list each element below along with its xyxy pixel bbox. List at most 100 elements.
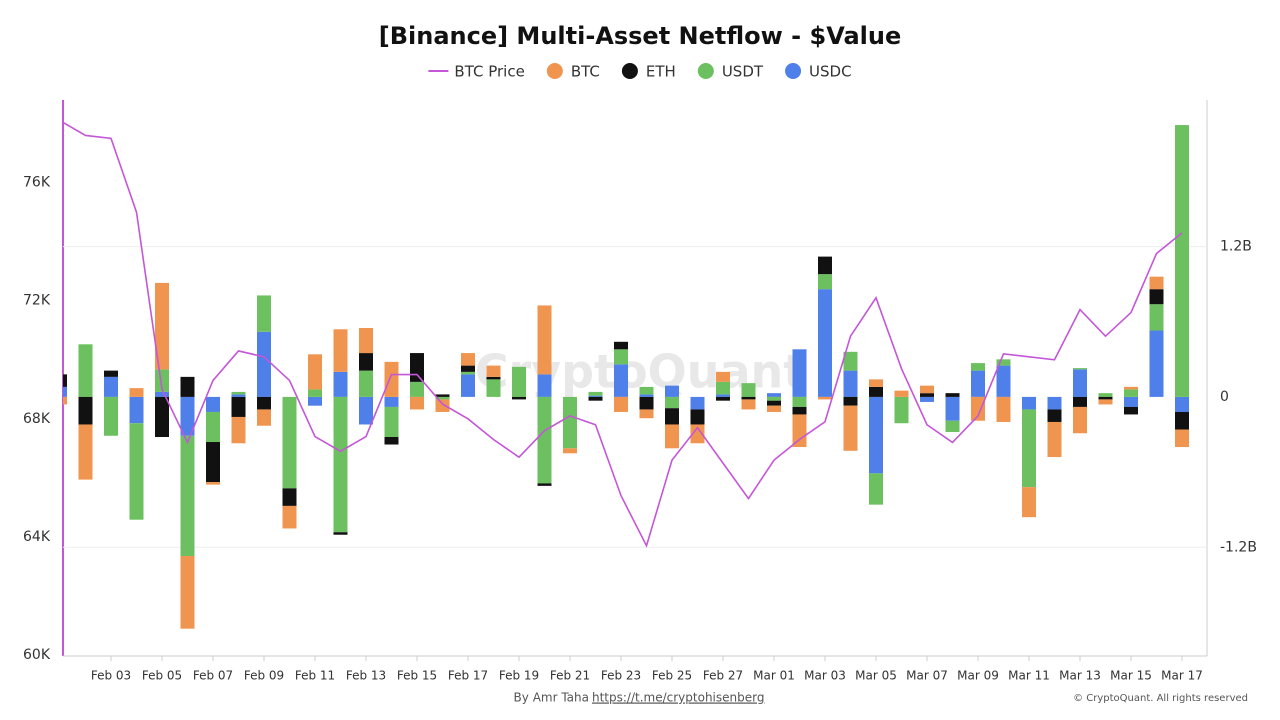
legend: BTC Price BTC ETH USDT USDC bbox=[428, 63, 852, 81]
bar bbox=[716, 381, 730, 395]
bar bbox=[282, 488, 297, 506]
bar bbox=[155, 369, 169, 392]
y-tick-label: 64K bbox=[23, 529, 51, 545]
bar bbox=[818, 256, 832, 275]
x-tick-label: Feb 19 bbox=[499, 669, 539, 683]
bar bbox=[180, 396, 195, 436]
bar bbox=[333, 329, 348, 372]
x-tick-label: Feb 15 bbox=[397, 669, 437, 683]
bar bbox=[155, 282, 169, 370]
copyright: © CryptoQuant. All rights reserved bbox=[1073, 693, 1248, 704]
bar bbox=[614, 349, 628, 365]
bar bbox=[104, 370, 118, 377]
bar bbox=[180, 435, 195, 557]
bar bbox=[639, 396, 654, 410]
x-tick-label: Feb 05 bbox=[142, 669, 182, 683]
bar bbox=[792, 406, 807, 415]
bar bbox=[767, 396, 781, 401]
bar bbox=[537, 483, 552, 486]
bar bbox=[614, 341, 628, 350]
bar bbox=[435, 394, 450, 397]
x-tick-label: Feb 03 bbox=[91, 669, 131, 683]
bar bbox=[1149, 289, 1164, 305]
bar bbox=[1073, 406, 1087, 434]
x-tick-label: Feb 11 bbox=[295, 669, 335, 683]
x-tick-label: Feb 23 bbox=[601, 669, 641, 683]
legend-label: ETH bbox=[646, 63, 676, 81]
bar bbox=[1022, 487, 1036, 518]
legend-label: BTC Price bbox=[454, 63, 524, 81]
bar bbox=[333, 396, 348, 533]
bar bbox=[63, 386, 67, 397]
y-tick-label: 60K bbox=[23, 647, 51, 663]
bar bbox=[945, 396, 960, 421]
bar bbox=[1149, 330, 1164, 397]
bar bbox=[104, 396, 118, 436]
y2-tick-label: 1.2B bbox=[1220, 239, 1252, 255]
bar bbox=[869, 473, 883, 505]
bar bbox=[843, 396, 858, 406]
bar bbox=[257, 409, 271, 426]
bar bbox=[996, 396, 1011, 422]
plot-area bbox=[63, 121, 1207, 629]
bar bbox=[639, 386, 654, 395]
bar bbox=[206, 411, 220, 443]
x-tick-label: Feb 09 bbox=[244, 669, 284, 683]
bar bbox=[869, 386, 883, 397]
bar bbox=[920, 396, 934, 402]
bar bbox=[767, 393, 781, 397]
y2-tick-label: 0 bbox=[1220, 389, 1229, 405]
bar bbox=[486, 376, 501, 380]
bar bbox=[206, 482, 220, 485]
bar bbox=[665, 385, 679, 397]
legend-label: BTC bbox=[571, 63, 600, 81]
bar bbox=[971, 370, 985, 397]
bar bbox=[359, 328, 373, 354]
bar bbox=[180, 556, 195, 629]
bar bbox=[588, 395, 603, 397]
bar bbox=[1022, 396, 1036, 410]
x-tick-label: Feb 25 bbox=[652, 669, 692, 683]
bar bbox=[1149, 276, 1164, 290]
bar bbox=[639, 394, 654, 397]
bar bbox=[1073, 369, 1087, 397]
bar bbox=[1047, 396, 1062, 410]
bar bbox=[461, 374, 475, 397]
bar bbox=[792, 414, 807, 448]
bar bbox=[945, 393, 960, 397]
bar bbox=[231, 394, 246, 397]
bar bbox=[129, 423, 144, 520]
bar bbox=[1098, 393, 1113, 397]
x-tick-label: Feb 13 bbox=[346, 669, 386, 683]
link[interactable]: https://t.me/cryptohisenberg bbox=[592, 691, 764, 705]
bar bbox=[563, 448, 577, 454]
x-tick-label: Feb 21 bbox=[550, 669, 590, 683]
bar bbox=[665, 396, 679, 409]
bar bbox=[920, 393, 934, 397]
bar bbox=[716, 394, 730, 397]
x-tick-label: Feb 17 bbox=[448, 669, 488, 683]
bar bbox=[945, 420, 960, 432]
legend-swatch bbox=[785, 63, 802, 79]
bar bbox=[410, 353, 424, 382]
bar bbox=[308, 389, 322, 397]
bar bbox=[78, 396, 93, 425]
y2-tick-label: -1.2B bbox=[1220, 539, 1257, 555]
x-tick-label: Feb 07 bbox=[193, 669, 233, 683]
bar bbox=[767, 400, 781, 406]
bar bbox=[257, 295, 271, 332]
bar bbox=[1175, 429, 1189, 448]
bar bbox=[384, 361, 399, 397]
bar bbox=[1124, 406, 1138, 415]
bar bbox=[741, 396, 756, 400]
bar bbox=[206, 396, 220, 412]
bar bbox=[843, 370, 858, 397]
bar bbox=[63, 396, 67, 405]
bar bbox=[359, 396, 373, 425]
bar bbox=[741, 399, 756, 410]
bar bbox=[818, 396, 832, 400]
bar bbox=[359, 353, 373, 371]
bar bbox=[63, 374, 67, 387]
